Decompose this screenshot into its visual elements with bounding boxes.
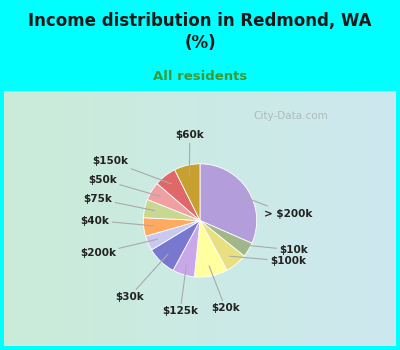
Text: Income distribution in Redmond, WA
(%): Income distribution in Redmond, WA (%) [28,12,372,52]
Wedge shape [146,220,200,250]
Wedge shape [143,218,200,236]
Wedge shape [175,164,200,220]
Text: $10k: $10k [240,245,308,255]
Text: > $200k: > $200k [239,195,312,219]
Text: City-Data.com: City-Data.com [253,111,328,121]
Wedge shape [200,220,252,256]
Text: $40k: $40k [81,216,154,226]
Text: $150k: $150k [92,156,172,184]
Text: $30k: $30k [115,254,168,302]
Wedge shape [152,220,200,270]
Wedge shape [173,220,200,277]
Text: $60k: $60k [176,131,204,175]
Text: $100k: $100k [230,256,306,266]
Wedge shape [144,199,200,220]
Text: $75k: $75k [84,194,155,211]
Text: $125k: $125k [162,265,198,316]
Wedge shape [194,220,227,277]
Wedge shape [200,220,244,270]
Wedge shape [157,170,200,220]
Text: $20k: $20k [209,266,240,313]
Wedge shape [147,183,200,220]
Text: $50k: $50k [88,175,160,196]
Text: All residents: All residents [153,70,247,83]
Text: $200k: $200k [80,239,158,258]
Wedge shape [200,164,257,243]
